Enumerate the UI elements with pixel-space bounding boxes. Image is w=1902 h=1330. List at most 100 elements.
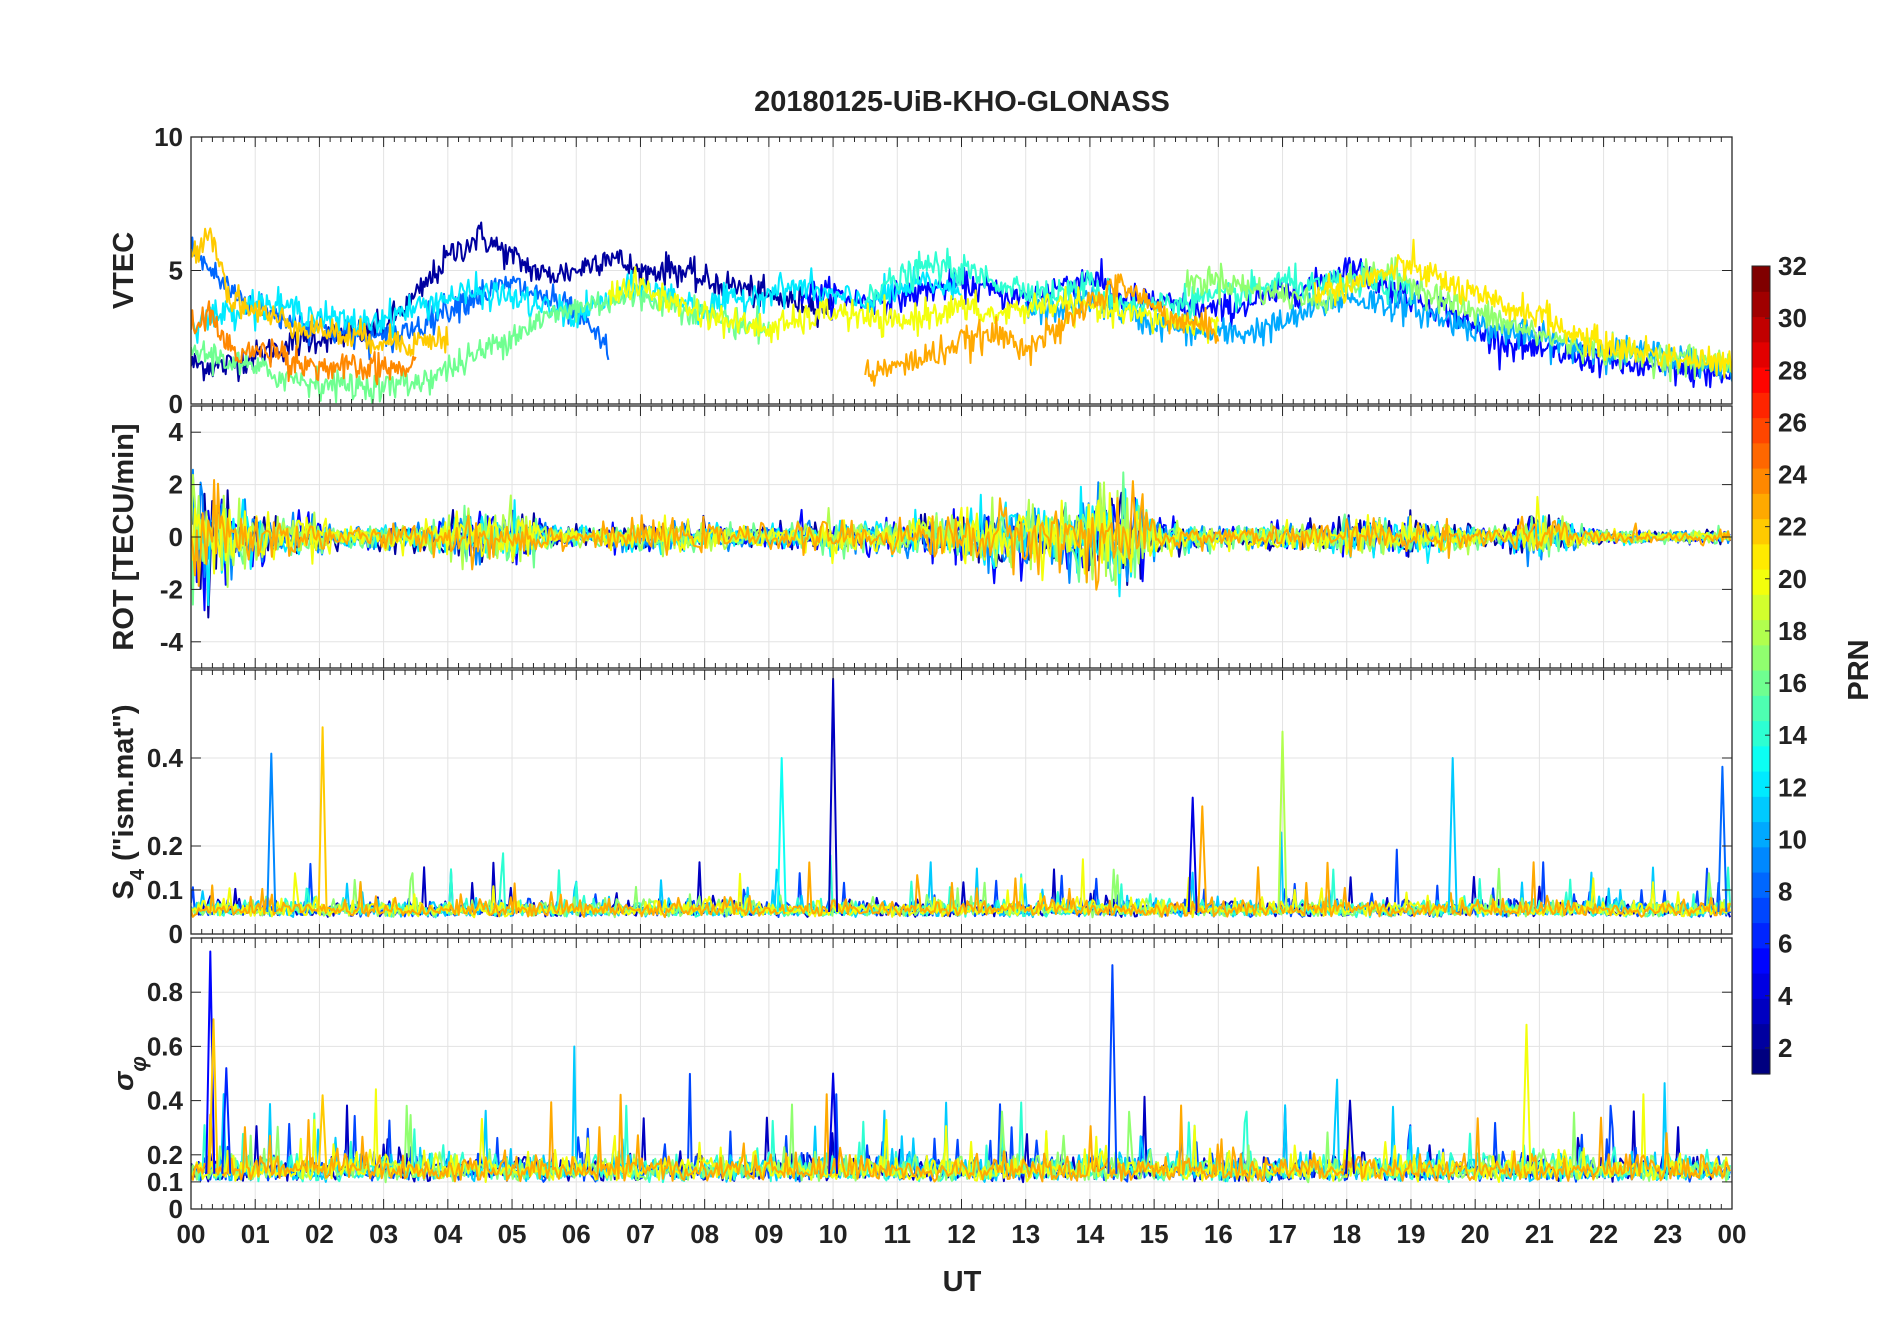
vtec-series-prn-24 <box>191 300 417 386</box>
colorbar-segment <box>1752 922 1770 949</box>
y-tick-label: 0 <box>169 389 183 419</box>
colorbar-tick-label: 4 <box>1778 981 1793 1011</box>
panel-rot-data <box>191 468 1732 619</box>
y-axis-label-sigma_phi: σφ <box>108 1056 151 1091</box>
colorbar-tick-label: 28 <box>1778 355 1807 385</box>
y-tick-label: 0.4 <box>147 1086 184 1116</box>
x-tick-label: 15 <box>1140 1219 1169 1249</box>
s4-spike <box>1277 730 1288 913</box>
x-tick-label: 06 <box>562 1219 591 1249</box>
colorbar-segment <box>1752 973 1770 999</box>
colorbar-segment <box>1752 392 1770 419</box>
y-tick-label: 5 <box>169 256 183 286</box>
colorbar-frame <box>1751 265 1771 1075</box>
sigma_phi-spike <box>208 1018 219 1174</box>
y-tick-label: 4 <box>169 417 184 447</box>
colorbar-segment <box>1752 947 1770 974</box>
rot-series-prn-20 <box>191 492 1731 582</box>
panel-sigma_phi-data <box>191 950 1732 1184</box>
colorbar-segment <box>1752 720 1770 747</box>
sigma_phi-spike <box>205 950 216 1174</box>
colorbar-segment <box>1752 316 1770 343</box>
panel-s4: 0 0.1 0.2 0.4S4 ("ism.mat") <box>108 669 1733 949</box>
y-tick-label: 0.8 <box>147 977 183 1007</box>
panel-vtec-data <box>191 221 1732 404</box>
y-axis-label-s4: S4 ("ism.mat") <box>108 705 149 900</box>
y-tick-label: 0.4 <box>147 743 184 773</box>
x-tick-label: 10 <box>819 1219 848 1249</box>
y-tick-label: 0 <box>169 522 183 552</box>
x-tick-label: 07 <box>626 1219 655 1249</box>
colorbar-segment <box>1752 846 1770 873</box>
colorbar-segment <box>1752 745 1770 772</box>
s4-series-prn-23 <box>191 861 1732 919</box>
panel-rot: -4 -2 0 2 4 ROT [TECU/min] <box>108 405 1733 669</box>
s4-spike <box>776 757 787 913</box>
y-axis-label-rot: ROT [TECU/min] <box>108 423 140 650</box>
x-tick-label: 17 <box>1268 1219 1297 1249</box>
vtec-series-prn-21 <box>1313 238 1732 379</box>
colorbar-segment <box>1752 493 1770 520</box>
x-tick-label: 23 <box>1653 1219 1682 1249</box>
vtec-series-prn-22 <box>191 227 449 357</box>
colorbar-segment <box>1752 569 1770 595</box>
sigma_phi-spike <box>317 1094 328 1174</box>
y-tick-label: -2 <box>160 574 183 604</box>
y-tick-label: 0 <box>169 1194 183 1224</box>
x-tick-label: 05 <box>498 1219 527 1249</box>
rot-series-prn-23 <box>191 479 1732 591</box>
x-tick-label: 09 <box>754 1219 783 1249</box>
y-axis-label-vtec: VTEC <box>108 232 140 309</box>
colorbar-segment <box>1752 695 1770 722</box>
colorbar-segment <box>1752 619 1770 646</box>
colorbar-segment <box>1752 670 1770 696</box>
x-tick-label: 21 <box>1525 1219 1554 1249</box>
x-tick-label: 19 <box>1396 1219 1425 1249</box>
sigma_phi-spike <box>1345 1099 1355 1174</box>
y-tick-label: 0.1 <box>147 1167 183 1197</box>
panel-vtec: 0 5 10 VTEC <box>108 122 1733 419</box>
panel-sigma_phi: 00.10.2 0.4 0.6 0.8 σφ 00 01 02 03 04 05 06 07 08 09 10… <box>108 937 1746 1249</box>
y-tick-label: 0.6 <box>147 1031 183 1061</box>
colorbar-segment <box>1752 872 1770 898</box>
x-tick-label: 08 <box>690 1219 719 1249</box>
x-tick-label: 16 <box>1204 1219 1233 1249</box>
colorbar-segment <box>1752 417 1770 444</box>
s4-spike <box>1717 765 1728 913</box>
x-tick-label: 02 <box>305 1219 334 1249</box>
colorbar-tick-label: 8 <box>1778 877 1792 907</box>
colorbar-tick-label: 22 <box>1778 512 1807 542</box>
vtec-series-prn-17 <box>1185 256 1732 383</box>
chart-title: 20180125-UiB-KHO-GLONASS <box>754 86 1170 118</box>
colorbar-segment <box>1752 771 1770 797</box>
colorbar-segment <box>1752 543 1770 570</box>
sigma_phi-series-prn-23 <box>191 1093 1732 1183</box>
x-tick-label: 20 <box>1461 1219 1490 1249</box>
colorbar-label: PRN <box>1843 639 1875 700</box>
vtec-series-prn-20 <box>607 266 1220 344</box>
y-tick-label: 2 <box>169 470 183 500</box>
colorbar-segment <box>1752 291 1770 318</box>
colorbar-segment <box>1752 796 1770 823</box>
colorbar-tick-label: 12 <box>1778 772 1807 802</box>
sigma_phi-spike <box>1107 964 1118 1174</box>
colorbar-tick-label: 24 <box>1778 460 1807 490</box>
colorbar-tick-label: 20 <box>1778 564 1807 594</box>
vtec-series-prn-14 <box>864 247 1412 320</box>
x-tick-label: 13 <box>1011 1219 1040 1249</box>
x-tick-label: 04 <box>433 1219 462 1249</box>
s4-spike <box>1187 796 1198 913</box>
x-tick-label: 03 <box>369 1219 398 1249</box>
sigma_phi-spike <box>1521 1023 1532 1174</box>
x-tick-label: 00 <box>177 1219 206 1249</box>
colorbar-segment <box>1752 1048 1770 1075</box>
colorbar-tick-label: 2 <box>1778 1033 1792 1063</box>
s4-spike <box>266 752 277 913</box>
colorbar-segment <box>1752 367 1770 393</box>
x-tick-label: 14 <box>1075 1219 1104 1249</box>
sigma_phi-spike <box>221 1067 232 1174</box>
colorbar-segment <box>1752 468 1770 494</box>
